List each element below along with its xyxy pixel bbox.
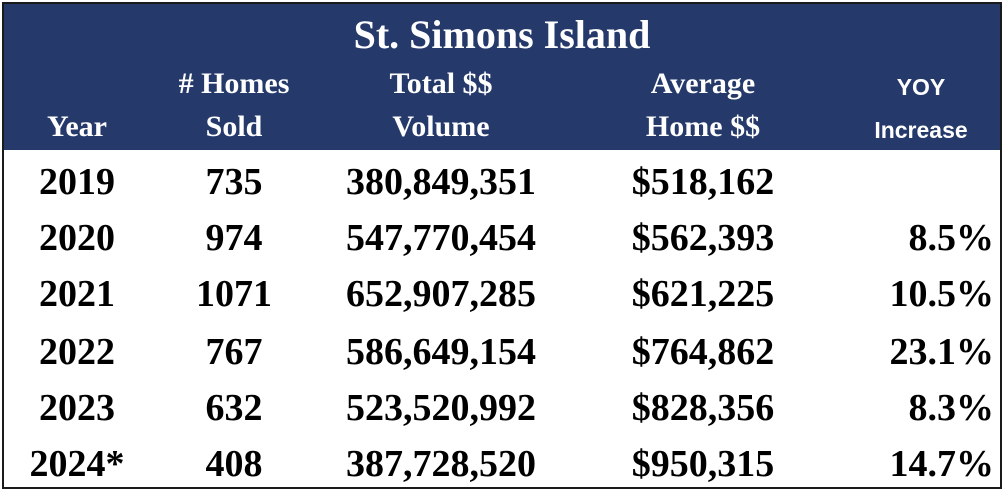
cell-homes-sold: 974 xyxy=(205,217,263,259)
cell-total-volume: 380,849,351 xyxy=(346,161,536,203)
table-row: 2021 1071 652,907,285 $621,225 10.5% xyxy=(4,266,1000,322)
table-row: 2024* 408 387,728,520 $950,315 14.7% xyxy=(4,436,1000,492)
cell-homes-sold: 1071 xyxy=(196,273,272,315)
cell-yoy-increase: 10.5% xyxy=(889,273,995,315)
cell-year: 2020 xyxy=(39,217,115,259)
cell-year: 2022 xyxy=(39,331,115,373)
cell-year: 2023 xyxy=(39,387,115,429)
cell-yoy-increase: 8.5% xyxy=(908,217,995,259)
cell-average-home: $518,162 xyxy=(631,161,775,203)
cell-homes-sold: 735 xyxy=(205,161,263,203)
table-row: 2020 974 547,770,454 $562,393 8.5% xyxy=(4,210,1000,266)
cell-total-volume: 523,520,992 xyxy=(346,387,536,429)
table-row: 2022 767 586,649,154 $764,862 23.1% xyxy=(4,324,1000,380)
cell-total-volume: 387,728,520 xyxy=(346,443,536,485)
cell-yoy-increase xyxy=(834,154,994,210)
cell-homes-sold: 632 xyxy=(205,387,263,429)
cell-homes-sold: 408 xyxy=(205,443,263,485)
header-average-home-line2: Home $$ xyxy=(645,110,761,143)
table-row: 2019 735 380,849,351 $518,162 xyxy=(4,154,1000,210)
cell-total-volume: 652,907,285 xyxy=(346,273,536,315)
cell-yoy-increase: 14.7% xyxy=(889,443,995,485)
cell-homes-sold: 767 xyxy=(205,331,263,373)
cell-average-home: $828,356 xyxy=(631,387,775,429)
header-year-line2: Year xyxy=(47,110,107,143)
table-title: St. Simons Island xyxy=(353,12,651,57)
table-header: St. Simons Island Year # Homes Sold Tota… xyxy=(4,4,1000,150)
cell-year: 2019 xyxy=(39,161,115,203)
table-row: 2023 632 523,520,992 $828,356 8.3% xyxy=(4,380,1000,436)
header-total-volume-line2: Volume xyxy=(392,110,490,143)
header-total-volume-line1: Total $$ xyxy=(389,67,493,100)
header-average-home-line1: Average xyxy=(650,67,756,100)
header-yoy-line2: Increase xyxy=(874,117,968,143)
cell-average-home: $621,225 xyxy=(631,273,775,315)
cell-yoy-increase: 8.3% xyxy=(908,387,995,429)
header-yoy-line1: YOY xyxy=(896,74,946,100)
cell-yoy-increase: 23.1% xyxy=(889,331,995,373)
cell-year: 2024* xyxy=(29,443,125,485)
header-homes-sold-line2: Sold xyxy=(205,110,263,143)
cell-average-home: $950,315 xyxy=(631,443,775,485)
cell-total-volume: 586,649,154 xyxy=(346,331,536,373)
data-table: St. Simons Island Year # Homes Sold Tota… xyxy=(2,2,1002,489)
cell-average-home: $764,862 xyxy=(631,331,775,373)
header-homes-sold-line1: # Homes xyxy=(178,67,290,100)
cell-total-volume: 547,770,454 xyxy=(346,217,536,259)
cell-average-home: $562,393 xyxy=(631,217,775,259)
cell-year: 2021 xyxy=(39,273,115,315)
